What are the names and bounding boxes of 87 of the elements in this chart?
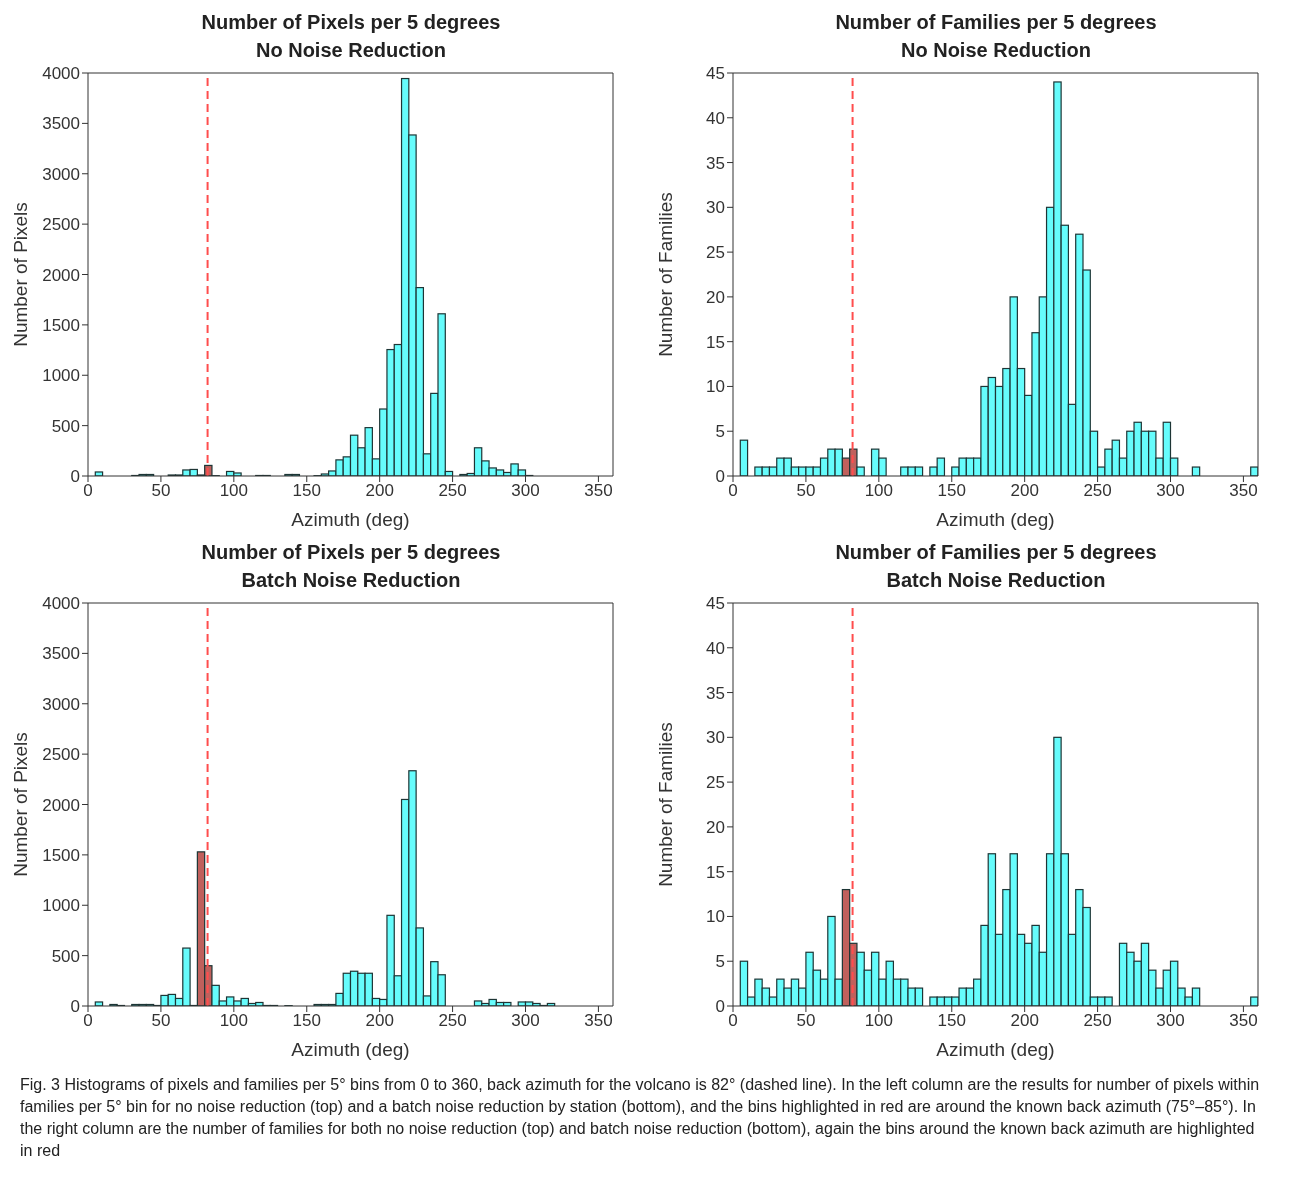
y-tick-label: 20	[706, 817, 725, 837]
x-tick-label: 150	[937, 481, 966, 501]
y-tick-label: 3500	[42, 644, 80, 664]
x-tick-label: 350	[1229, 1011, 1258, 1031]
y-tick-label: 1000	[42, 366, 80, 386]
x-tick-label: 150	[937, 1011, 966, 1031]
y-tick-label: 40	[706, 108, 725, 128]
x-tick-label: 300	[1156, 1011, 1185, 1031]
y-tick-label: 35	[706, 153, 725, 173]
y-tick-label: 3500	[42, 114, 80, 134]
x-tick-label: 0	[83, 481, 93, 501]
x-tick-label: 100	[864, 1011, 894, 1031]
x-tick-label: 50	[796, 481, 816, 501]
x-tick-label: 0	[728, 481, 738, 501]
y-tick-label: 2500	[42, 745, 80, 765]
y-tick-label: 25	[706, 243, 725, 263]
y-tick-label: 1500	[42, 315, 80, 335]
y-tick-label: 20	[706, 287, 725, 307]
chart-title: Number of Pixels per 5 degrees	[200, 540, 502, 565]
x-tick-label: 50	[151, 481, 171, 501]
x-tick-label: 300	[511, 1011, 540, 1031]
chart-subtitle: No Noise Reduction	[255, 38, 447, 63]
y-tick-label: 30	[706, 728, 725, 748]
y-tick-label: 0	[70, 467, 80, 487]
chart-subtitle: No Noise Reduction	[900, 38, 1092, 63]
y-tick-label: 0	[715, 997, 725, 1017]
x-tick-label: 50	[796, 1011, 816, 1031]
x-tick-label: 350	[1229, 481, 1258, 501]
y-tick-label: 25	[706, 773, 725, 793]
y-tick-label: 2000	[42, 795, 80, 815]
x-tick-label: 150	[292, 1011, 321, 1031]
y-tick-label: 3000	[42, 164, 80, 184]
y-tick-label: 45	[706, 594, 725, 614]
x-tick-label: 350	[584, 481, 613, 501]
x-tick-label: 250	[438, 481, 467, 501]
x-tick-label: 300	[511, 481, 540, 501]
x-axis-title: Azimuth (deg)	[936, 509, 1055, 530]
y-axis-title: Number of Families	[654, 722, 676, 887]
x-tick-label: 0	[83, 1011, 93, 1031]
y-tick-label: 40	[706, 638, 725, 658]
y-tick-label: 4000	[42, 64, 80, 84]
y-tick-label: 0	[70, 997, 80, 1017]
x-axis-title: Azimuth (deg)	[291, 509, 410, 530]
y-tick-label: 0	[715, 467, 725, 487]
y-tick-label: 2000	[42, 265, 80, 285]
chart-title: Number of Pixels per 5 degrees	[200, 10, 502, 35]
y-tick-label: 500	[51, 416, 80, 436]
y-axis-title: Number of Families	[654, 192, 676, 357]
y-tick-label: 1000	[42, 896, 80, 916]
x-tick-label: 200	[365, 1011, 394, 1031]
y-axis-title: Number of Pixels	[9, 732, 31, 877]
y-tick-label: 4000	[42, 594, 80, 614]
x-tick-label: 200	[1010, 481, 1039, 501]
y-tick-label: 30	[706, 198, 725, 218]
x-tick-label: 150	[292, 481, 321, 501]
y-tick-label: 3000	[42, 694, 80, 714]
y-tick-label: 35	[706, 683, 725, 703]
caption: Fig. 3 Histograms of pixels and families per 5° bins from 0 to 360, back azimuth for the volcano is 82° (dashed line). In the left column are the results for number of pixels within families per 5° bin for no noise reduction (top) and a batch noise reduction by station (bottom), and the bins highlighted in red are around the known back azimuth (75°–85°). In the right column are the number of families for both no noise reduction (top) and batch noise reduction (bottom), again the bins around the known back azimuth are highlighted in red	[19, 1075, 1261, 1161]
x-tick-label: 200	[365, 481, 394, 501]
y-tick-label: 10	[706, 377, 725, 397]
y-tick-label: 45	[706, 64, 725, 84]
y-tick-label: 2500	[42, 215, 80, 235]
x-tick-label: 200	[1010, 1011, 1039, 1031]
chart-subtitle: Batch Noise Reduction	[240, 568, 462, 593]
x-tick-label: 250	[1083, 481, 1112, 501]
x-axis-title: Azimuth (deg)	[291, 1039, 410, 1060]
chart-title: Number of Families per 5 degrees	[834, 10, 1158, 35]
x-tick-label: 100	[219, 481, 249, 501]
x-tick-label: 300	[1156, 481, 1185, 501]
y-tick-label: 15	[706, 332, 725, 352]
x-axis-title: Azimuth (deg)	[936, 1039, 1055, 1060]
y-axis-title: Number of Pixels	[9, 202, 31, 347]
x-tick-label: 350	[584, 1011, 613, 1031]
x-tick-label: 100	[864, 481, 894, 501]
y-tick-label: 10	[706, 907, 725, 927]
y-tick-label: 5	[715, 422, 725, 442]
x-tick-label: 100	[219, 1011, 249, 1031]
x-tick-label: 250	[438, 1011, 467, 1031]
chart-subtitle: Batch Noise Reduction	[885, 568, 1107, 593]
y-tick-label: 15	[706, 862, 725, 882]
y-tick-label: 5	[715, 952, 725, 972]
y-tick-label: 1500	[42, 845, 80, 865]
x-tick-label: 0	[728, 1011, 738, 1031]
x-tick-label: 250	[1083, 1011, 1112, 1031]
chart-title: Number of Families per 5 degrees	[834, 540, 1158, 565]
x-tick-label: 50	[151, 1011, 171, 1031]
y-tick-label: 500	[51, 946, 80, 966]
